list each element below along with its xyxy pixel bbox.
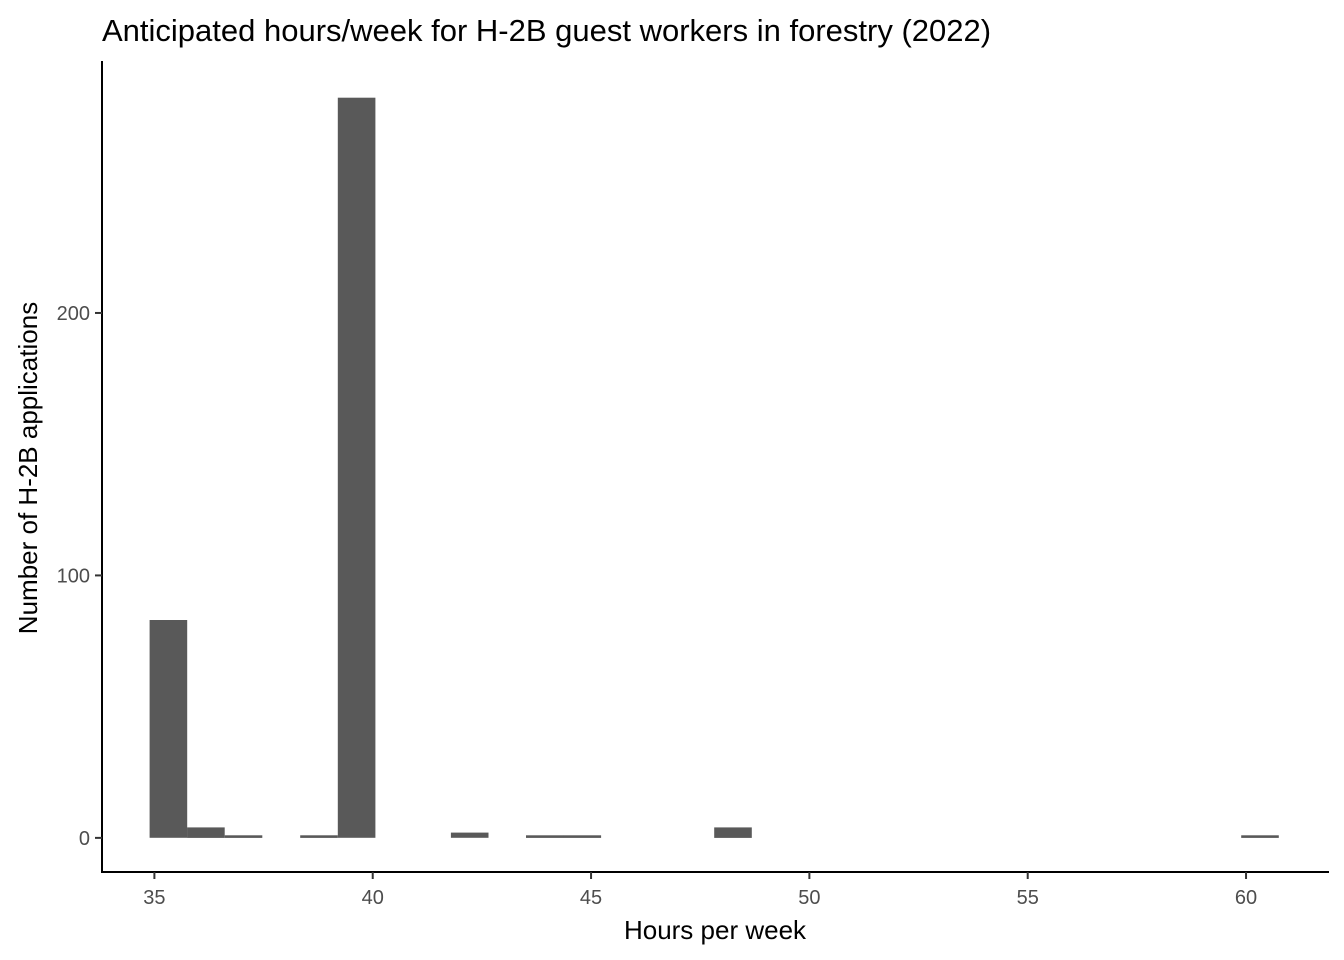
histogram-bar [337, 97, 376, 838]
x-axis-title: Hours per week [624, 915, 807, 945]
y-axis-title: Number of H-2B applications [13, 302, 43, 634]
y-tick-label: 100 [57, 565, 90, 587]
histogram-bar [450, 832, 489, 838]
histogram-bar [300, 835, 338, 838]
x-tick-label: 50 [798, 887, 820, 909]
y-tick-label: 200 [57, 303, 90, 325]
x-tick-label: 55 [1017, 887, 1039, 909]
histogram-bar [149, 620, 188, 838]
x-axis-ticks: 35 40 45 50 55 60 [143, 872, 1257, 909]
bars-group [149, 97, 1279, 838]
histogram-bar [187, 827, 225, 838]
y-axis-ticks: 0 100 200 [57, 303, 102, 850]
x-tick-label: 35 [143, 887, 165, 909]
y-tick-label: 0 [79, 828, 90, 850]
x-tick-label: 40 [362, 887, 384, 909]
x-tick-label: 60 [1235, 887, 1257, 909]
histogram-bar [714, 827, 752, 838]
histogram-bar [224, 835, 263, 838]
x-tick-label: 45 [580, 887, 602, 909]
histogram-bar [1241, 835, 1279, 838]
histogram-bar [526, 835, 564, 838]
chart-title: Anticipated hours/week for H-2B guest wo… [102, 13, 991, 48]
histogram-bar [563, 835, 602, 838]
